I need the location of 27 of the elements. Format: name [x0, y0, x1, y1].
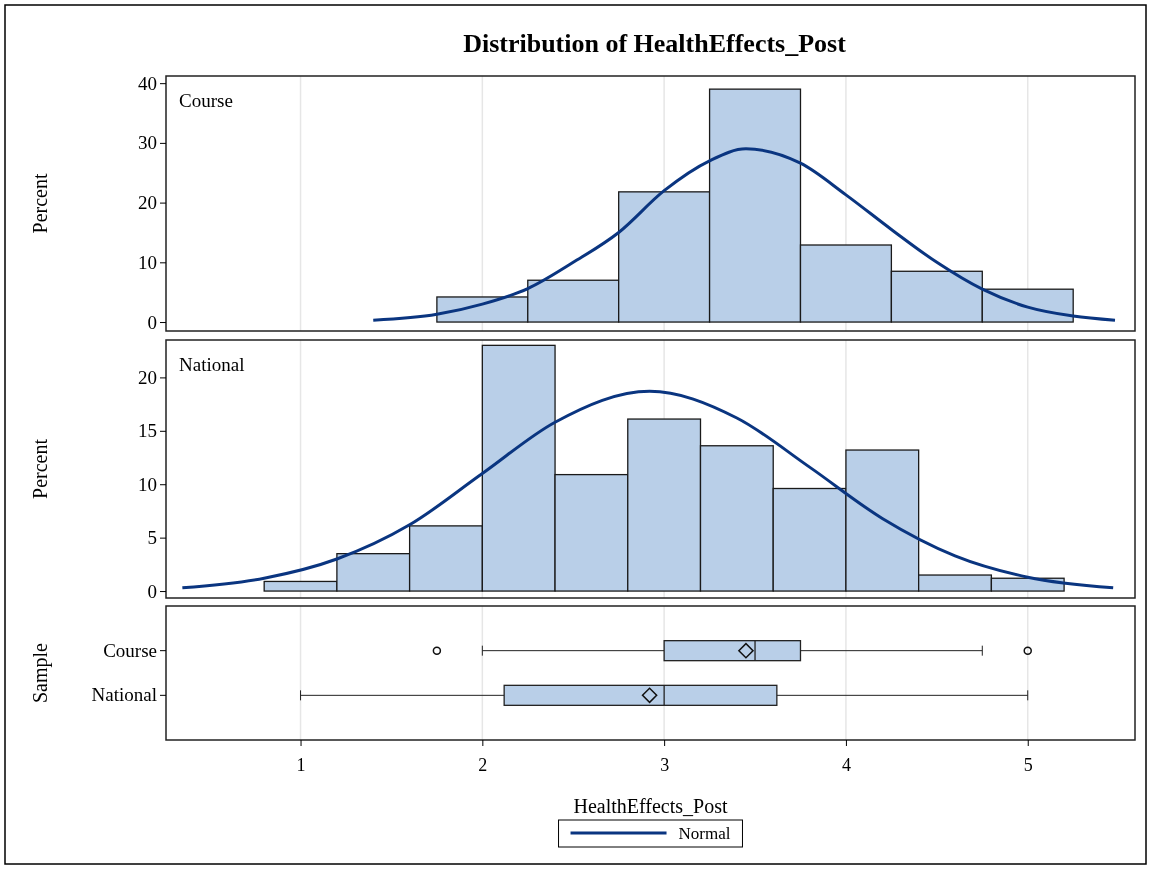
y-tick-label: 40: [138, 72, 157, 94]
x-tick-label: 5: [1023, 754, 1033, 775]
y-axis-title: Percent: [29, 173, 51, 234]
y-tick-label: 10: [138, 473, 157, 495]
x-axis-title: HealthEffects_Post: [573, 795, 728, 817]
text: Normal: [678, 824, 731, 843]
x-tick-label: 1: [296, 754, 306, 775]
y-tick-label: 0: [147, 580, 157, 602]
y-axis-title: Percent: [29, 438, 51, 499]
y-tick-label: 30: [138, 132, 157, 154]
y-tick-label: Course: [103, 639, 157, 661]
x-tick-label: 2: [478, 754, 488, 775]
x-tick-label: 3: [660, 754, 670, 775]
y-tick-label: 10: [138, 251, 157, 273]
y-tick-label: 0: [147, 311, 157, 333]
y-tick-label: 20: [138, 192, 157, 214]
line-series: [371, 147, 1117, 322]
chart-title: Distribution of HealthEffects_Post: [463, 29, 847, 58]
y-tick-label: 15: [138, 420, 157, 442]
x-tick-label: 4: [841, 754, 851, 775]
line-series: [180, 389, 1115, 590]
y-tick-label: National: [91, 684, 157, 706]
annotation: Course: [179, 90, 233, 111]
y-axis-title: Sample: [29, 642, 52, 703]
y-tick-label: 5: [147, 527, 157, 549]
y-tick-label: 20: [138, 366, 157, 388]
annotation: National: [179, 354, 245, 375]
